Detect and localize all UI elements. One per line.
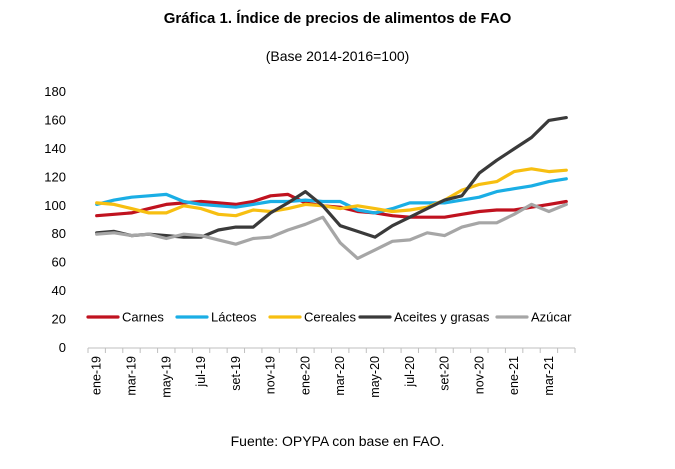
legend-label-cereales: Cereales: [304, 310, 357, 325]
y-tick-label: 40: [52, 283, 66, 298]
x-tick-label: set-20: [438, 356, 452, 391]
series-line-aceites: [95, 115, 568, 239]
y-tick-label: 20: [52, 312, 66, 327]
x-tick-label: mar-20: [333, 356, 347, 396]
x-tick-label: ene-21: [507, 356, 521, 395]
legend-label-aceites: Aceites y grasas: [394, 310, 490, 325]
x-tick-label: set-19: [229, 356, 243, 391]
legend-label-azucar: Azúcar: [531, 310, 572, 325]
series-lines: [95, 115, 568, 260]
x-tick-label: mar-21: [542, 356, 556, 396]
y-axis-tick-labels: 0 20 40 60 80 100 120 140 160 180: [44, 84, 66, 355]
x-tick-label: jul-20: [403, 356, 417, 388]
y-tick-label: 80: [52, 226, 66, 241]
x-tick-label: jul-19: [194, 356, 208, 388]
x-tick-label: nov-20: [472, 356, 486, 394]
x-axis-ticks: [87, 348, 576, 353]
series-line-lacteos: [95, 177, 568, 215]
y-tick-label: 180: [44, 84, 66, 99]
y-tick-label: 60: [52, 255, 66, 270]
line-chart: 0 20 40 60 80 100 120 140 160 180 ene-19 mar-19 may…: [44, 84, 576, 398]
chart-subtitle: (Base 2014-2016=100): [265, 48, 410, 64]
legend: Carnes Lácteos Cereales Aceites y grasas Azú…: [86, 310, 572, 325]
legend-label-lacteos: Lácteos: [211, 310, 257, 325]
chart-title: Gráfica 1. Índice de precios de alimento…: [163, 10, 512, 27]
legend-label-carnes: Carnes: [122, 310, 164, 325]
series-line-azucar: [95, 202, 568, 260]
y-tick-label: 140: [44, 141, 66, 156]
x-tick-label: mar-19: [124, 356, 138, 396]
x-tick-label: may-20: [368, 356, 382, 398]
x-axis-tick-labels: ene-19 mar-19 may-19 jul-19 set-19 nov-19 ene-…: [90, 356, 556, 398]
x-tick-label: may-19: [159, 356, 173, 398]
x-tick-label: nov-19: [264, 356, 278, 394]
y-tick-label: 160: [44, 112, 66, 127]
source-note: Fuente: OPYPA con base en FAO.: [230, 433, 445, 449]
y-tick-label: 100: [44, 198, 66, 213]
y-tick-label: 120: [44, 169, 66, 184]
y-tick-label: 0: [59, 340, 66, 355]
x-tick-label: ene-20: [298, 356, 312, 395]
x-tick-label: ene-19: [90, 356, 104, 395]
series-line-cereales: [95, 167, 568, 218]
